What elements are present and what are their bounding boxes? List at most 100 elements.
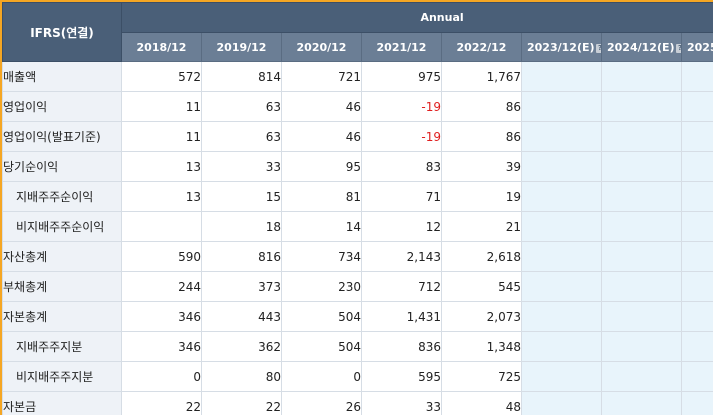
value-cell: -19 (361, 121, 442, 152)
estimate-cell (680, 151, 713, 182)
row-label: 자본금 (2, 391, 122, 415)
value-cell: 83 (361, 151, 442, 182)
value-cell: 346 (121, 331, 202, 362)
table-row: 자산총계 590 816 734 2,143 2,618 (2, 241, 713, 272)
estimate-cell (521, 61, 602, 92)
row-label: 자산총계 (2, 241, 122, 272)
estimate-cell (521, 271, 602, 302)
value-cell: 48 (441, 391, 522, 415)
estimate-cell (680, 391, 713, 415)
value-cell: 725 (441, 361, 522, 392)
estimate-cell (680, 61, 713, 92)
estimate-cell (680, 271, 713, 302)
value-cell: 814 (201, 61, 282, 92)
value-cell: 362 (201, 331, 282, 362)
estimate-cell (680, 91, 713, 122)
row-label: 영업이익(발표기준) (2, 121, 122, 152)
estimate-cell (521, 361, 602, 392)
estimate-cell (601, 121, 682, 152)
year-header: 2025 (680, 32, 713, 62)
year-header-label: 2024/12(E) (607, 40, 675, 54)
table-row: 자본총계 346 443 504 1,431 2,073 (2, 301, 713, 332)
row-label: 당기순이익 (2, 151, 122, 182)
estimate-cell (521, 211, 602, 242)
table-row: 지배주주순이익 13 15 81 71 19 (2, 181, 713, 212)
value-cell: 1,348 (441, 331, 522, 362)
value-cell: 33 (361, 391, 442, 415)
value-cell: 0 (121, 361, 202, 392)
year-header-label: 2025 (687, 40, 713, 54)
value-cell: 572 (121, 61, 202, 92)
estimate-cell (521, 91, 602, 122)
estimate-cell (521, 331, 602, 362)
estimate-cell (521, 241, 602, 272)
table-row: 지배주주지분 346 362 504 836 1,348 (2, 331, 713, 362)
value-cell: 22 (201, 391, 282, 415)
estimate-cell (680, 331, 713, 362)
question-mark-icon[interactable]: ? (675, 43, 681, 53)
table-row: 당기순이익 13 33 95 83 39 (2, 151, 713, 182)
value-cell: 712 (361, 271, 442, 302)
value-cell: 81 (281, 181, 362, 212)
value-cell: 373 (201, 271, 282, 302)
row-label: 부채총계 (2, 271, 122, 302)
estimate-cell (601, 331, 682, 362)
value-cell: 86 (441, 91, 522, 122)
value-cell: 836 (361, 331, 442, 362)
row-label: 자본총계 (2, 301, 122, 332)
value-cell: 504 (281, 331, 362, 362)
value-cell: 590 (121, 241, 202, 272)
value-cell: 1,431 (361, 301, 442, 332)
value-cell: 18 (201, 211, 282, 242)
year-header: 2018/12 (121, 32, 202, 62)
value-cell: 12 (361, 211, 442, 242)
value-cell: 734 (281, 241, 362, 272)
annual-header: Annual (120, 2, 713, 33)
estimate-cell (601, 361, 682, 392)
estimate-cell (680, 121, 713, 152)
table-row: 자본금 22 22 26 33 48 (2, 391, 713, 415)
value-cell: 26 (281, 391, 362, 415)
corner-header: IFRS(연결) (2, 2, 122, 62)
value-cell: 2,618 (441, 241, 522, 272)
value-cell: 443 (201, 301, 282, 332)
question-mark-icon[interactable]: ? (595, 43, 601, 53)
value-cell: 63 (201, 91, 282, 122)
year-header: 2022/12 (441, 32, 522, 62)
value-cell: 46 (281, 91, 362, 122)
value-cell: -19 (361, 91, 442, 122)
value-cell: 230 (281, 271, 362, 302)
year-header-label: 2022/12 (456, 40, 507, 54)
year-header-label: 2021/12 (376, 40, 427, 54)
value-cell: 2,073 (441, 301, 522, 332)
table-row: 매출액 572 814 721 975 1,767 (2, 61, 713, 92)
value-cell: 11 (121, 121, 202, 152)
value-cell: 816 (201, 241, 282, 272)
value-cell: 244 (121, 271, 202, 302)
value-cell: 46 (281, 121, 362, 152)
table-row: 비지배주주순이익 18 14 12 21 (2, 211, 713, 242)
estimate-cell (680, 361, 713, 392)
value-cell: 504 (281, 301, 362, 332)
value-cell: 80 (201, 361, 282, 392)
estimate-cell (601, 181, 682, 212)
year-header-label: 2019/12 (216, 40, 267, 54)
value-cell: 595 (361, 361, 442, 392)
row-label: 지배주주지분 (2, 331, 122, 362)
table-row: 부채총계 244 373 230 712 545 (2, 271, 713, 302)
row-label: 매출액 (2, 61, 122, 92)
value-cell: 63 (201, 121, 282, 152)
estimate-cell (601, 271, 682, 302)
year-header: 2019/12 (201, 32, 282, 62)
estimate-cell (521, 121, 602, 152)
estimate-cell (601, 61, 682, 92)
value-cell: 86 (441, 121, 522, 152)
year-header: 2020/12 (281, 32, 362, 62)
value-cell: 71 (361, 181, 442, 212)
estimate-cell (680, 241, 713, 272)
year-header-label: 2018/12 (136, 40, 187, 54)
estimate-cell (521, 151, 602, 182)
estimate-cell (521, 391, 602, 415)
